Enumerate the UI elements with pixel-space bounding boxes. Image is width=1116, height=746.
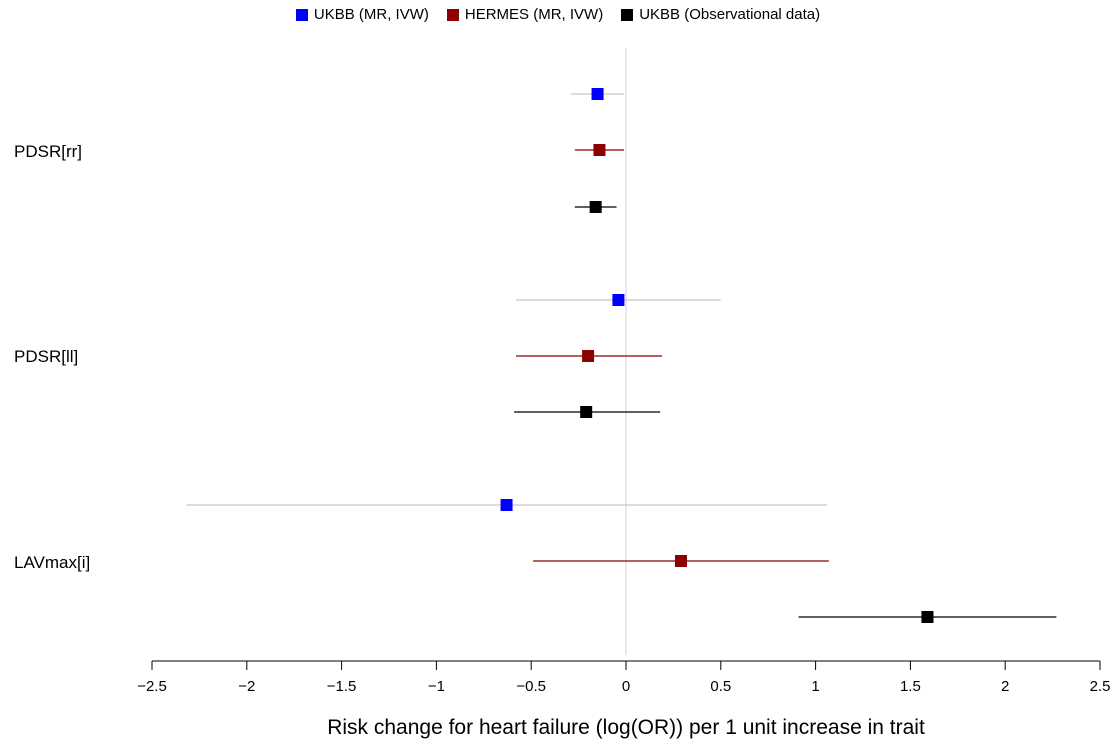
x-tick-label: 0.5 — [710, 678, 731, 695]
group-label-lavmax-i: LAVmax[i] — [14, 553, 91, 572]
legend-swatch-ukbb-observational — [621, 8, 634, 21]
x-axis-title: Risk change for heart failure (log(OR)) … — [327, 716, 925, 739]
point-estimate — [500, 499, 513, 511]
x-tick-label: −0.5 — [516, 678, 546, 695]
group-label-pdsr-rr: PDSR[rr] — [14, 142, 82, 161]
point-estimate — [593, 144, 606, 156]
point-estimate — [582, 350, 595, 362]
legend-label-ukbb-mr: UKBB (MR, IVW) — [313, 6, 429, 23]
point-estimate — [591, 88, 604, 100]
x-tick-label: 0 — [622, 678, 630, 695]
point-estimate — [612, 294, 625, 306]
legend-item-hermes-mr: HERMES (MR, IVW) — [446, 6, 604, 23]
point-estimate — [580, 406, 593, 418]
legend: UKBB (MR, IVW) HERMES (MR, IVW) UKBB (Ob… — [0, 6, 1116, 23]
legend-swatch-ukbb-mr — [295, 8, 308, 21]
point-estimate — [674, 555, 687, 567]
x-tick-label: 2.5 — [1090, 678, 1111, 695]
x-tick-label: −1 — [428, 678, 445, 695]
legend-item-ukbb-observational: UKBB (Observational data) — [621, 6, 820, 23]
group-label-pdsr-ll: PDSR[ll] — [14, 347, 79, 366]
point-estimate — [921, 611, 934, 623]
x-tick-label: −2.5 — [137, 678, 167, 695]
legend-swatch-hermes-mr — [446, 8, 459, 21]
legend-label-hermes-mr: HERMES (MR, IVW) — [464, 6, 604, 23]
legend-item-ukbb-mr: UKBB (MR, IVW) — [295, 6, 429, 23]
legend-label-ukbb-observational: UKBB (Observational data) — [639, 6, 821, 23]
x-tick-label: −1.5 — [327, 678, 357, 695]
x-tick-label: 1 — [811, 678, 819, 695]
x-tick-label: 1.5 — [900, 678, 921, 695]
x-tick-label: −2 — [238, 678, 255, 695]
point-estimate — [589, 201, 602, 213]
x-tick-label: 2 — [1001, 678, 1009, 695]
